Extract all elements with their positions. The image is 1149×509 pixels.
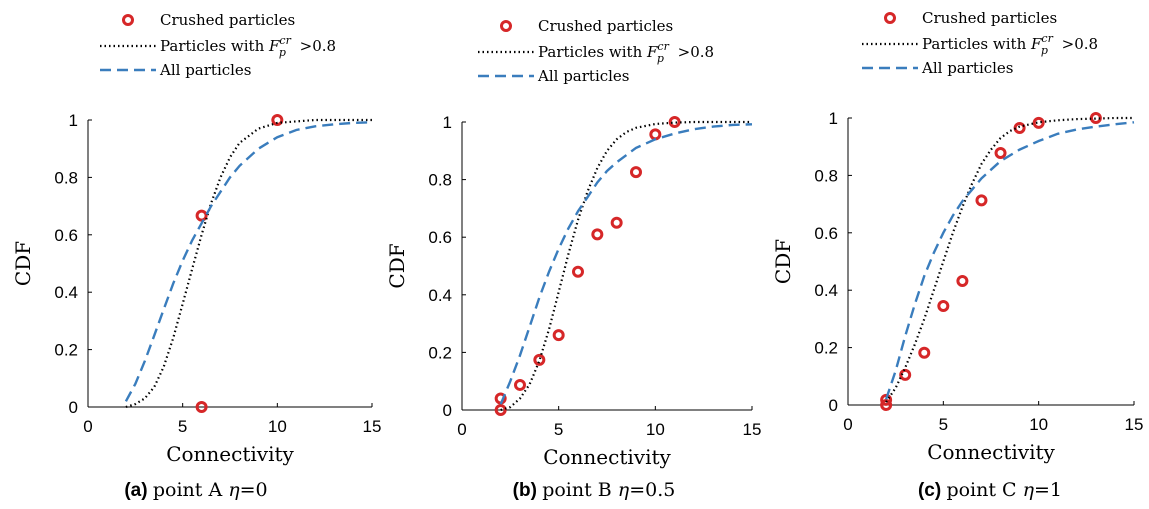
x-tick-label: 5 xyxy=(939,415,948,434)
y-tick-label: 0.4 xyxy=(814,281,838,300)
y-tick-label: 0 xyxy=(829,396,838,415)
data-point-crushed xyxy=(494,404,507,416)
legend-label-all: All particles xyxy=(921,59,1014,77)
y-tick-label: 0.6 xyxy=(54,226,78,245)
y-tick-label: 0 xyxy=(443,401,452,420)
data-point-crushed xyxy=(630,166,642,179)
data-point-crushed xyxy=(591,228,604,241)
x-tick-label: 5 xyxy=(178,417,187,436)
data-point-crushed xyxy=(956,275,969,288)
x-tick-label: 15 xyxy=(743,420,762,439)
x-tick-label: 0 xyxy=(843,415,852,434)
data-point-crushed xyxy=(195,209,208,222)
y-tick-label: 0.4 xyxy=(54,283,78,302)
chart-panel-2: Crushed particles Particles with Fcr p >0.… xyxy=(385,17,761,501)
x-tick-label: 10 xyxy=(646,420,665,439)
legend-label-fp: Particles with Fcr p >0.8 xyxy=(922,32,1098,57)
y-tick-label: 0 xyxy=(69,398,78,417)
data-point-crushed xyxy=(899,368,912,381)
x-tick-label: 10 xyxy=(268,417,287,436)
data-point-crushed xyxy=(649,128,662,141)
data-point-crushed xyxy=(1032,116,1045,129)
y-tick-label: 0.6 xyxy=(814,224,838,243)
panel-caption: (a) point A η=0 xyxy=(124,479,267,501)
y-axis-label: CDF xyxy=(11,241,35,286)
data-point-crushed xyxy=(937,299,950,312)
legend-label-fp: Particles with Fcr p >0.8 xyxy=(160,34,336,59)
data-point-crushed xyxy=(1089,112,1102,124)
data-point-crushed xyxy=(975,194,988,207)
data-point-crushed xyxy=(195,401,208,413)
legend-marker-crushed xyxy=(884,12,896,24)
data-point-crushed xyxy=(271,114,284,126)
legend-label-all: All particles xyxy=(159,61,252,79)
data-point-crushed xyxy=(533,353,546,366)
x-tick-label: 0 xyxy=(83,417,92,436)
y-tick-label: 1 xyxy=(829,109,838,128)
legend-label-crushed: Crushed particles xyxy=(538,17,673,35)
data-point-crushed xyxy=(880,393,893,406)
y-tick-label: 0.8 xyxy=(54,168,78,187)
y-tick-label: 1 xyxy=(69,111,78,130)
series-line-dotted xyxy=(125,118,372,409)
y-tick-label: 0.2 xyxy=(428,343,452,362)
data-point-crushed xyxy=(610,216,623,229)
x-tick-label: 5 xyxy=(554,420,563,439)
y-tick-label: 0.4 xyxy=(428,286,452,305)
series-line-dashed xyxy=(499,123,753,405)
y-axis-label: CDF xyxy=(385,243,409,288)
x-tick-label: 10 xyxy=(1029,415,1048,434)
data-point-crushed xyxy=(994,147,1007,160)
legend-label-fp: Particles with Fcr p >0.8 xyxy=(538,40,714,65)
legend-label-crushed: Crushed particles xyxy=(160,11,295,29)
data-point-crushed xyxy=(572,265,584,278)
data-point-crushed xyxy=(668,116,681,128)
y-tick-label: 0.6 xyxy=(428,228,452,247)
x-tick-label: 0 xyxy=(457,420,466,439)
x-tick-label: 15 xyxy=(363,417,382,436)
legend: Crushed particles Particles with Fcr p >0.… xyxy=(100,11,336,79)
data-point-crushed xyxy=(514,378,526,391)
x-axis-label: Connectivity xyxy=(166,442,294,466)
y-tick-label: 0.8 xyxy=(428,171,452,190)
legend-label-all: All particles xyxy=(537,67,630,85)
series-line-dotted xyxy=(500,120,752,412)
legend-marker-crushed xyxy=(500,20,512,32)
series-line-dotted xyxy=(885,116,1134,403)
x-tick-label: 15 xyxy=(1125,415,1144,434)
data-point-crushed xyxy=(552,329,565,342)
chart-panel-1: Crushed particles Particles with Fcr p >0.… xyxy=(11,11,381,501)
legend-marker-crushed xyxy=(122,14,134,26)
panel-caption: (c) point C η=1 xyxy=(918,479,1062,501)
legend: Crushed particles Particles with Fcr p >0.… xyxy=(862,9,1098,77)
legend-label-crushed: Crushed particles xyxy=(922,9,1057,27)
legend: Crushed particles Particles with Fcr p >0.… xyxy=(478,17,714,85)
x-axis-label: Connectivity xyxy=(927,440,1055,464)
y-tick-label: 0.8 xyxy=(814,166,838,185)
data-point-crushed xyxy=(918,346,931,359)
chart-panel-3: Crushed particles Particles with Fcr p >0.… xyxy=(771,9,1143,501)
x-axis-label: Connectivity xyxy=(543,445,671,469)
series-line-dashed xyxy=(124,121,373,402)
panel-caption: (b) point B η=0.5 xyxy=(513,479,676,501)
y-axis-label: CDF xyxy=(771,239,795,284)
y-tick-label: 1 xyxy=(443,113,452,132)
y-tick-label: 0.2 xyxy=(814,339,838,358)
series-line-dashed xyxy=(884,121,1135,400)
y-tick-label: 0.2 xyxy=(54,341,78,360)
